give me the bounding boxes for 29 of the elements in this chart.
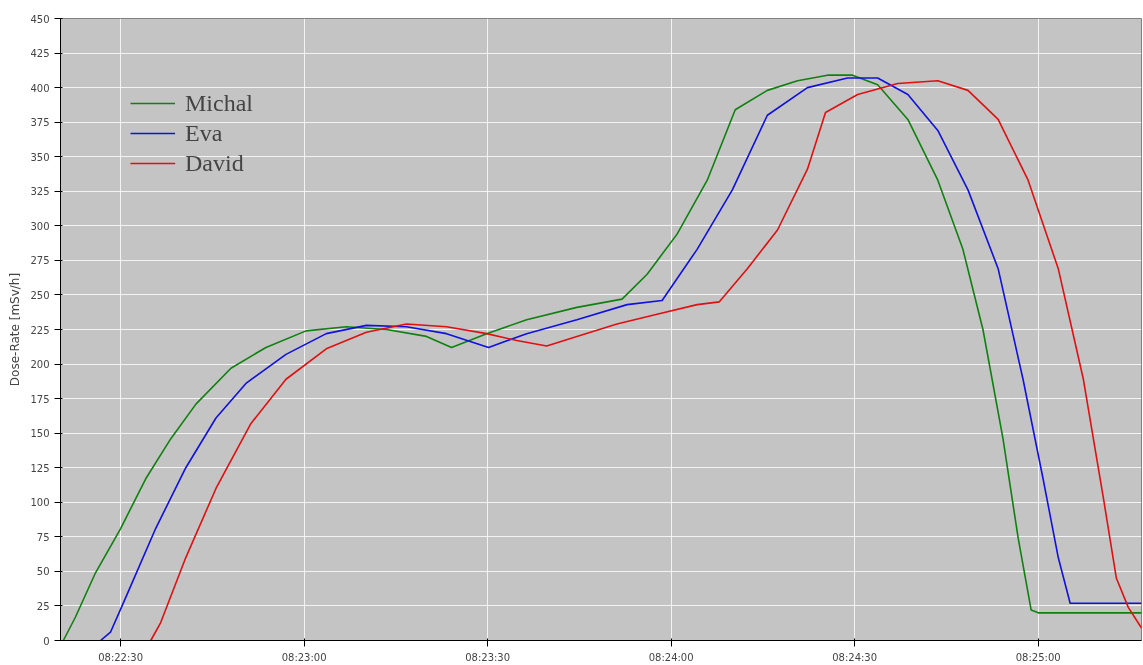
y-tick-label: 300 <box>30 220 50 232</box>
y-tick-label: 450 <box>30 13 50 25</box>
y-tick-label: 275 <box>30 255 50 267</box>
y-tick-label: 75 <box>36 531 50 543</box>
y-tick-label: 350 <box>30 151 50 163</box>
y-tick-label: 400 <box>30 82 50 94</box>
y-tick-label: 0 <box>43 635 50 647</box>
y-tick-label: 100 <box>30 497 50 509</box>
x-tick-label: 08:22:30 <box>98 651 144 663</box>
x-tick-label: 08:24:30 <box>832 651 878 663</box>
y-tick-label: 325 <box>30 186 50 198</box>
legend-label: Eva <box>185 118 223 148</box>
legend-label: David <box>185 148 244 178</box>
x-tick-label: 08:23:00 <box>281 651 327 663</box>
y-tick-label: 25 <box>36 600 50 612</box>
legend-label: Michal <box>185 88 253 118</box>
y-tick-label: 425 <box>30 48 50 60</box>
y-tick-label: 125 <box>30 462 50 474</box>
x-tick-label: 08:23:30 <box>465 651 511 663</box>
y-tick-label: 200 <box>30 359 50 371</box>
y-axis-title: Dose-Rate [mSv/h] <box>8 272 23 387</box>
y-tick-label: 150 <box>30 428 50 440</box>
y-tick-label: 50 <box>36 566 50 578</box>
y-tick-label: 375 <box>30 117 50 129</box>
y-tick-label: 250 <box>30 289 50 301</box>
y-tick-label: 175 <box>30 393 50 405</box>
x-tick-label: 08:25:00 <box>1015 651 1061 663</box>
y-tick-label: 225 <box>30 324 50 336</box>
x-tick-label: 08:24:00 <box>648 651 694 663</box>
